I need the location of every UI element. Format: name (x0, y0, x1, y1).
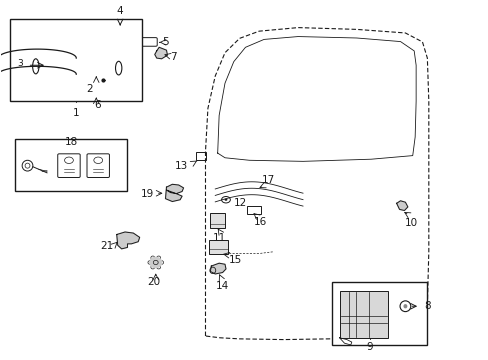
Bar (209, 240, 227, 253)
Polygon shape (117, 232, 140, 249)
Text: 15: 15 (228, 255, 242, 265)
Polygon shape (92, 65, 103, 76)
Text: 8: 8 (423, 301, 430, 311)
Polygon shape (165, 184, 183, 202)
Text: 21: 21 (101, 241, 114, 251)
Text: 11: 11 (212, 233, 225, 243)
Text: 3: 3 (18, 59, 23, 68)
Text: 19: 19 (141, 189, 154, 199)
Text: 6: 6 (94, 100, 101, 110)
Text: 10: 10 (404, 218, 417, 228)
Text: 16: 16 (254, 217, 267, 226)
Ellipse shape (149, 257, 162, 268)
Text: 5: 5 (162, 37, 169, 47)
Text: 7: 7 (170, 52, 177, 62)
Text: 14: 14 (215, 281, 228, 291)
Polygon shape (210, 263, 225, 274)
Bar (246, 206, 260, 214)
Bar (195, 152, 206, 160)
Ellipse shape (403, 304, 407, 309)
Bar (339, 291, 387, 338)
Text: 4: 4 (117, 6, 123, 17)
Bar (10, 19, 142, 101)
Text: 20: 20 (147, 277, 161, 287)
Text: 1: 1 (73, 108, 80, 118)
Bar (15, 139, 127, 191)
Bar (210, 213, 224, 228)
Text: 9: 9 (366, 342, 372, 352)
Bar (331, 282, 427, 345)
Text: 18: 18 (64, 137, 78, 147)
Text: 13: 13 (175, 161, 188, 171)
Polygon shape (155, 47, 167, 59)
Ellipse shape (224, 199, 227, 201)
Text: 17: 17 (261, 175, 274, 185)
Polygon shape (89, 90, 102, 98)
Bar (112, 27, 128, 39)
Text: 12: 12 (233, 198, 246, 208)
Polygon shape (396, 201, 407, 211)
Text: 2: 2 (86, 84, 93, 94)
